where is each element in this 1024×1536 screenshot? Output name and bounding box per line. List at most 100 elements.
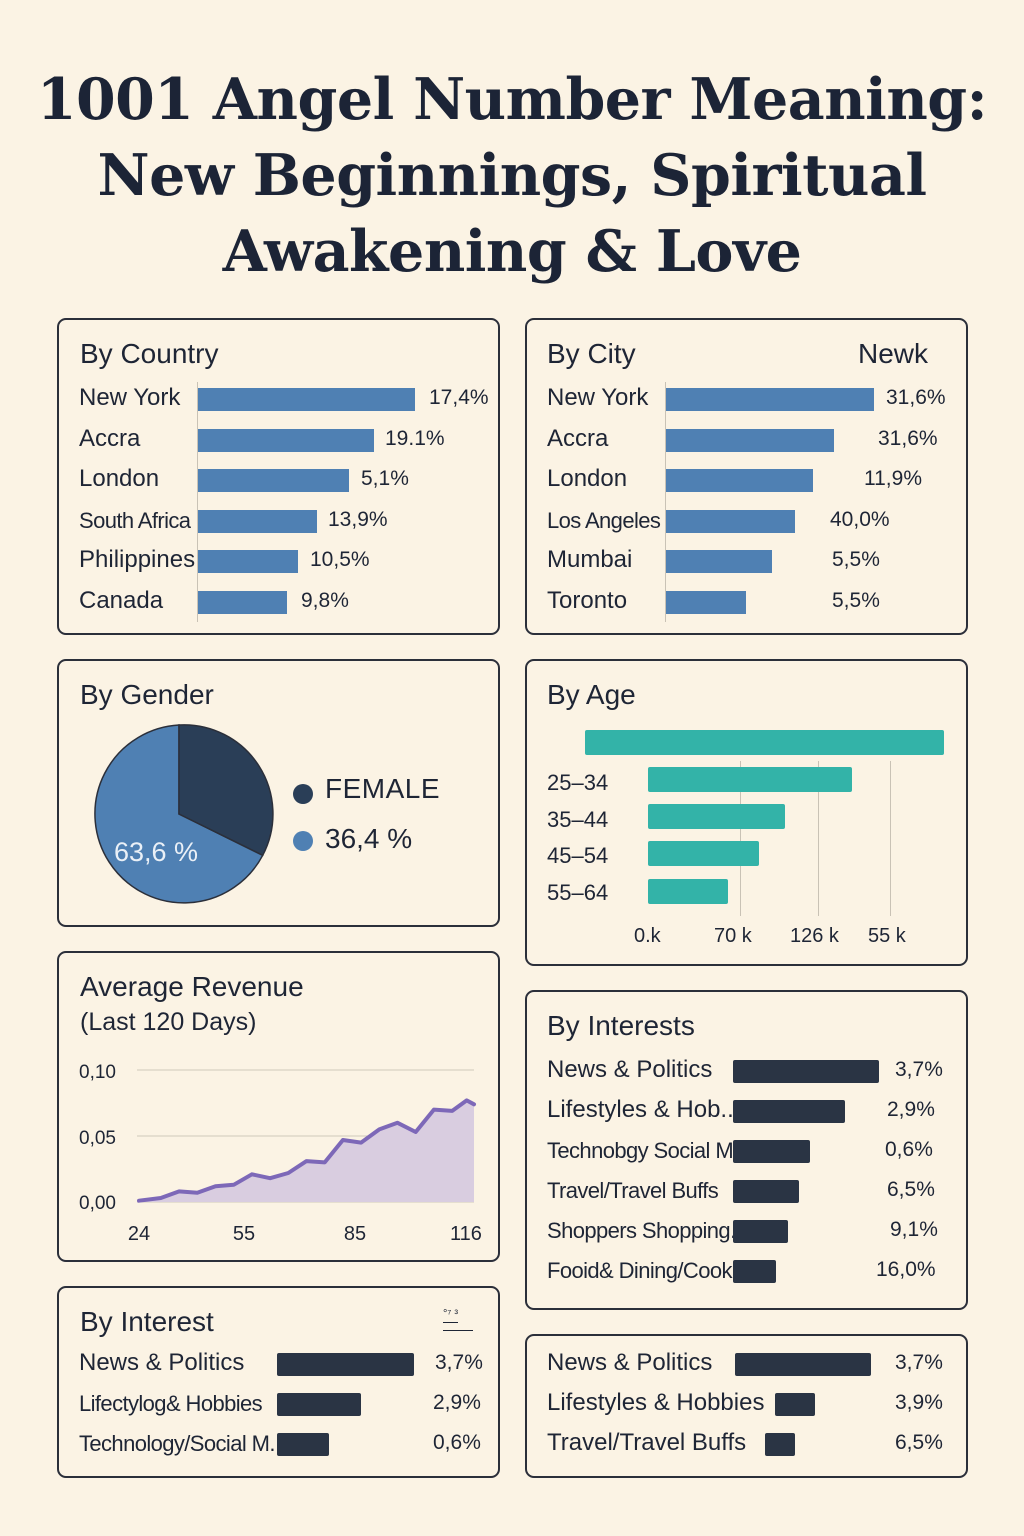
title-line-3: Awakening & Love [222, 218, 802, 285]
revenue-ytick: 0,00 [79, 1193, 116, 1214]
country-row: Philippines 10,5% [59, 542, 498, 582]
interest2-card: News & Politics 3,7% Lifestyles & Hobbie… [525, 1334, 968, 1478]
age-tick: 55 k [868, 925, 906, 947]
pie-label: 63,6 % [114, 837, 198, 867]
title-line-1: 1001 Angel Number Meaning: [36, 66, 988, 133]
country-value: 17,4% [429, 386, 489, 409]
gender-legend-female: FEMALE [325, 773, 441, 804]
interest2-label: Travel/Travel Buffs [547, 1429, 747, 1456]
interest-corner-mark: °⁷ ³ [443, 1308, 459, 1323]
revenue-ytick: 0,10 [79, 1062, 116, 1083]
interest-value: 0,6% [433, 1431, 481, 1454]
country-label: London [79, 465, 160, 492]
interests-label: Fooid& Dining/Cooki [547, 1258, 737, 1283]
interests-card: By Interests News & Politics 3,7% Lifest… [525, 990, 968, 1310]
interests-bar [733, 1260, 776, 1283]
city-bar [666, 510, 795, 533]
interests-value: 16,0% [876, 1258, 936, 1281]
age-bar [648, 841, 759, 866]
city-label: Accra [547, 425, 609, 452]
country-bar [198, 429, 374, 452]
city-label: Toronto [547, 587, 628, 614]
interests-row: Shoppers Shopping.. 9,1% [527, 1212, 966, 1252]
interest2-label: Lifestyles & Hobbies [547, 1389, 765, 1416]
revenue-area [139, 1100, 474, 1202]
interest2-value: 6,5% [895, 1431, 943, 1454]
country-label: Accra [79, 425, 141, 452]
city-row: Mumbai 5,5% [527, 542, 966, 582]
revenue-card: Average Revenue (Last 120 Days) 0,10 0,0… [57, 951, 500, 1262]
country-bar [198, 591, 287, 614]
age-label: 55–64 [547, 880, 609, 905]
pie-slice-female [178, 724, 274, 857]
interest-bar [277, 1393, 361, 1416]
age-gridline [818, 761, 819, 916]
page-title: 1001 Angel Number Meaning: New Beginning… [0, 62, 1024, 290]
country-value: 13,9% [328, 508, 388, 531]
city-label: Mumbai [547, 546, 633, 573]
interests-label: Lifestyles & Hob.. [547, 1096, 734, 1123]
country-value: 19.1% [385, 427, 445, 450]
city-bar [666, 469, 813, 492]
city-bar [666, 550, 772, 573]
country-row: London 5,1% [59, 461, 498, 501]
country-row: New York 17,4% [59, 380, 498, 420]
interest-bar [277, 1433, 329, 1456]
age-tick: 70 k [714, 925, 752, 947]
city-bar [666, 591, 746, 614]
gender-pie: 63,6 % [94, 724, 274, 904]
revenue-chart: 0,10 0,05 0,00 24 55 85 116 [79, 1062, 482, 1245]
interests-value: 9,1% [890, 1218, 938, 1241]
interests-label: Technobgy Social M.. [547, 1138, 745, 1163]
country-label: Philippines [79, 546, 196, 573]
city-title: By City [547, 338, 636, 369]
country-row: South Africa 13,9% [59, 502, 498, 542]
interest2-bar [765, 1433, 795, 1456]
gender-title: By Gender [80, 679, 214, 710]
city-bar [666, 388, 874, 411]
legend-dot-light [293, 831, 313, 851]
age-bar [648, 804, 785, 829]
interests-bar [733, 1100, 845, 1123]
interest2-row: Travel/Travel Buffs 6,5% [527, 1425, 966, 1465]
title-line-2: New Beginnings, Spiritual [97, 142, 927, 209]
city-value: 5,5% [832, 548, 880, 571]
city-extra-label: Newk [858, 338, 929, 369]
country-axis [197, 382, 198, 622]
age-gridline [890, 761, 891, 916]
age-tick: 126 k [790, 925, 839, 947]
city-value: 5,5% [832, 589, 880, 612]
country-row: Canada 9,8% [59, 583, 498, 623]
interests-value: 0,6% [885, 1138, 933, 1161]
city-value: 40,0% [830, 508, 890, 531]
age-gridline [740, 761, 741, 916]
interests-bar [733, 1060, 879, 1083]
city-row: London 11,9% [527, 461, 966, 501]
interest2-row: Lifestyles & Hobbies 3,9% [527, 1385, 966, 1425]
age-bar [648, 879, 728, 904]
city-row: New York 31,6% [527, 380, 966, 420]
country-label: New York [79, 384, 181, 411]
interest-row: Lifectylog& Hobbies 2,9% [59, 1385, 498, 1425]
interest-label: Technology/Social M. [79, 1431, 275, 1456]
revenue-xtick: 55 [233, 1223, 255, 1245]
age-label: 45–54 [547, 843, 609, 868]
interest-label: Lifectylog& Hobbies [79, 1391, 263, 1416]
interest2-row: News & Politics 3,7% [527, 1345, 966, 1385]
revenue-ytick: 0,05 [79, 1128, 116, 1149]
country-value: 5,1% [361, 467, 409, 490]
interest-value: 3,7% [435, 1351, 483, 1374]
country-label: Canada [79, 587, 164, 614]
interest2-bar [775, 1393, 815, 1416]
revenue-title: Average Revenue [80, 971, 304, 1002]
country-title: By Country [80, 338, 219, 369]
interest-row: Technology/Social M. 0,6% [59, 1425, 498, 1465]
interest2-value: 3,7% [895, 1351, 943, 1374]
interests-value: 6,5% [887, 1178, 935, 1201]
age-bar [648, 767, 852, 792]
gender-card: By Gender 63,6 % FEMALE 36,4 % [57, 659, 500, 927]
interests-label: News & Politics [547, 1056, 713, 1083]
interests-value: 3,7% [895, 1058, 943, 1081]
country-card: By Country New York 17,4% Accra 19.1% Lo… [57, 318, 500, 635]
age-label: 35–44 [547, 807, 609, 832]
